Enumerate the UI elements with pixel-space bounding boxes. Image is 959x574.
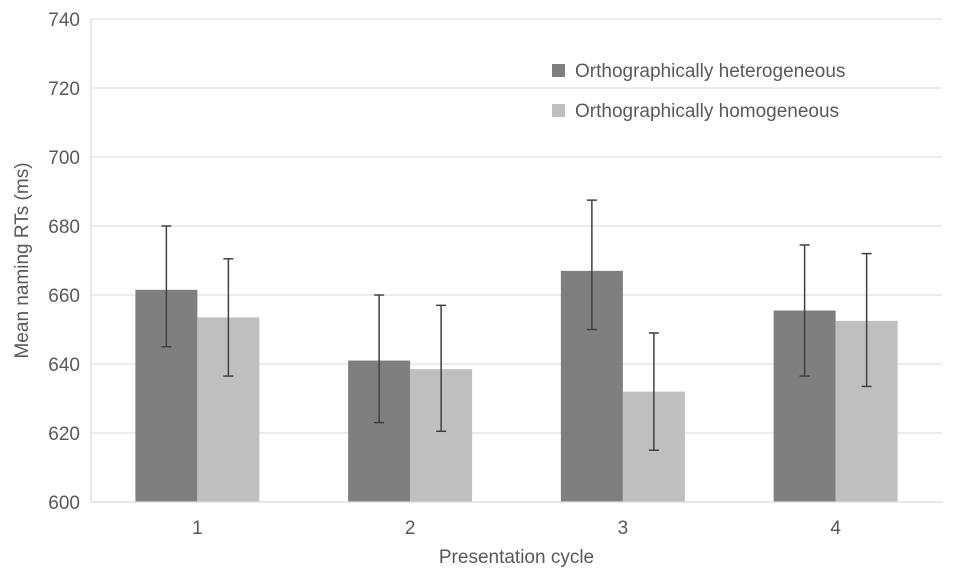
legend: Orthographically heterogeneous Orthograp… [552, 61, 845, 122]
error-bars [161, 199, 872, 451]
x-tick-label-3: 3 [618, 518, 629, 539]
error-bar-heterogeneous-cycle-3 [586, 199, 597, 331]
legend-label-homogeneous: Orthographically homogeneous [575, 101, 839, 122]
legend-swatch-homogeneous [552, 104, 565, 117]
x-tick-label-2: 2 [405, 518, 416, 539]
error-bar-heterogeneous-cycle-1 [161, 225, 172, 348]
y-tick-label-680: 680 [48, 217, 80, 238]
x-tick-label-4: 4 [830, 518, 841, 539]
legend-swatch-heterogeneous [552, 64, 565, 77]
error-bar-homogeneous-cycle-2 [436, 304, 447, 433]
error-bar-homogeneous-cycle-3 [648, 332, 659, 451]
error-bar-heterogeneous-cycle-4 [799, 244, 810, 377]
y-tick-label-600: 600 [48, 493, 80, 514]
bars [135, 270, 898, 502]
y-tick-label-660: 660 [48, 286, 80, 307]
y-tick-label-640: 640 [48, 355, 80, 376]
axes: 600 620 640 660 680 700 720 740 1 2 3 4 [48, 10, 942, 539]
y-tick-label-720: 720 [48, 79, 80, 100]
error-bar-homogeneous-cycle-1 [223, 258, 234, 377]
y-tick-label-700: 700 [48, 148, 80, 169]
legend-label-heterogeneous: Orthographically heterogeneous [575, 61, 845, 82]
y-tick-label-620: 620 [48, 424, 80, 445]
x-tick-label-1: 1 [192, 518, 203, 539]
error-bar-heterogeneous-cycle-2 [374, 294, 385, 424]
y-axis-title: Mean naming RTs (ms) [12, 162, 33, 358]
x-axis-title: Presentation cycle [439, 547, 594, 568]
error-bar-homogeneous-cycle-4 [861, 252, 872, 388]
y-tick-label-740: 740 [48, 10, 80, 31]
